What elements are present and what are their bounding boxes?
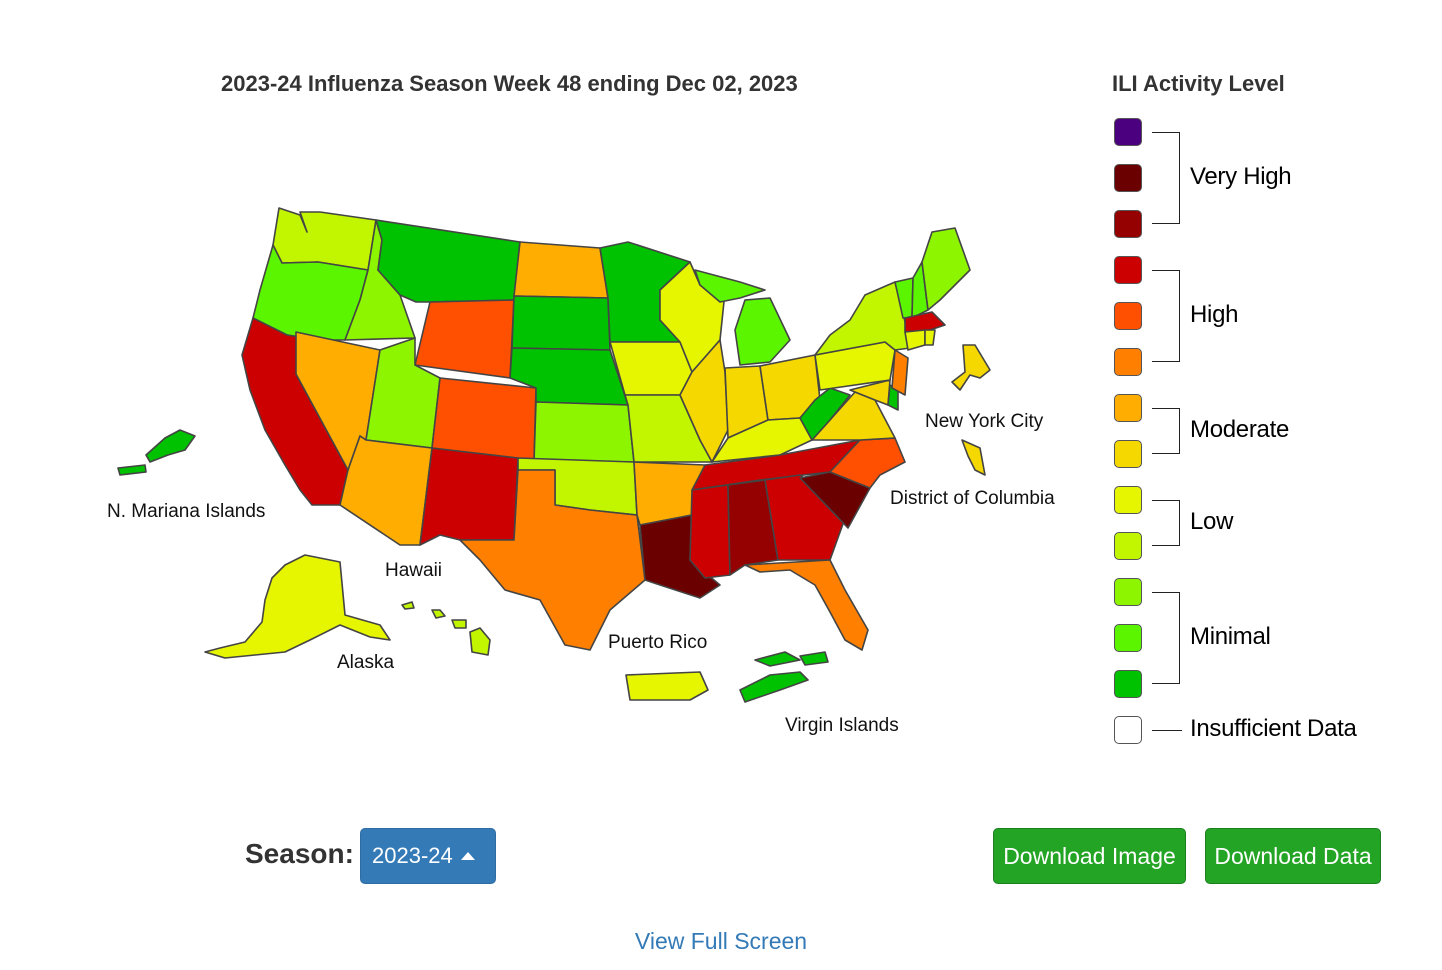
state-fl[interactable] <box>744 559 869 651</box>
legend-swatch-6 <box>1114 440 1142 468</box>
legend-swatch-4 <box>1114 532 1142 560</box>
season-select[interactable]: 2023-24 <box>360 828 496 884</box>
state-hi-4[interactable] <box>401 601 415 610</box>
state-nmi[interactable] <box>145 429 196 463</box>
state-wy[interactable] <box>414 299 515 379</box>
state-ms[interactable] <box>689 484 731 579</box>
state-al[interactable] <box>727 479 779 576</box>
legend-label-very-high: Very High <box>1190 163 1292 190</box>
state-ri[interactable] <box>924 329 936 346</box>
label-nyc: New York City <box>925 411 1044 432</box>
label-nmi: N. Mariana Islands <box>107 501 265 522</box>
map-title: 2023-24 Influenza Season Week 48 ending … <box>221 71 798 96</box>
label-virgin-islands: Virgin Islands <box>785 715 899 736</box>
state-hi[interactable] <box>469 627 491 656</box>
state-nj[interactable] <box>891 349 909 396</box>
state-mi[interactable] <box>734 297 791 366</box>
state-wa[interactable] <box>272 207 377 271</box>
legend-swatch-0 <box>1114 716 1142 744</box>
state-il[interactable] <box>679 339 729 463</box>
legend-swatch-2 <box>1114 624 1142 652</box>
label-dc: District of Columbia <box>890 488 1055 509</box>
legend-bracket-low <box>1152 500 1180 546</box>
season-select-value: 2023-24 <box>372 843 453 868</box>
legend-swatch-1 <box>1114 670 1142 698</box>
state-wv[interactable] <box>799 387 851 441</box>
state-me[interactable] <box>921 227 971 311</box>
state-sd[interactable] <box>511 295 611 351</box>
legend-swatch-9 <box>1114 302 1142 330</box>
legend-swatch-12 <box>1114 164 1142 192</box>
legend-swatch-8 <box>1114 348 1142 376</box>
legend-label-high: High <box>1190 301 1239 328</box>
state-ny[interactable] <box>814 281 911 356</box>
state-nyc[interactable] <box>951 344 991 391</box>
state-ma[interactable] <box>904 311 946 333</box>
legend-label-minimal: Minimal <box>1190 623 1271 650</box>
state-vi[interactable] <box>739 671 809 703</box>
legend-label-moderate: Moderate <box>1190 416 1289 443</box>
label-puerto-rico: Puerto Rico <box>608 632 707 653</box>
state-ak[interactable] <box>204 554 391 659</box>
state-nd[interactable] <box>513 241 609 299</box>
state-mt[interactable] <box>375 219 521 303</box>
state-tx[interactable] <box>459 469 646 651</box>
state-ct[interactable] <box>904 329 926 351</box>
state-hi-2[interactable] <box>431 609 446 619</box>
state-nm[interactable] <box>419 447 519 546</box>
caret-up-icon <box>460 852 475 860</box>
state-mi-up[interactable] <box>694 269 766 303</box>
state-pr[interactable] <box>625 671 709 701</box>
label-hawaii: Hawaii <box>385 560 442 581</box>
state-vi-2[interactable] <box>754 651 801 667</box>
legend-title: ILI Activity Level <box>1112 71 1285 96</box>
state-nmi-2[interactable] <box>117 464 147 476</box>
legend-swatch-13 <box>1114 118 1142 146</box>
legend-bracket-high <box>1152 270 1180 362</box>
label-alaska: Alaska <box>337 652 394 673</box>
state-dc[interactable] <box>961 439 986 476</box>
state-hi-3[interactable] <box>451 619 467 629</box>
state-vi-3[interactable] <box>799 651 829 666</box>
legend-label-insufficient: Insufficient Data <box>1190 715 1357 742</box>
legend-tick-insufficient <box>1152 730 1182 731</box>
legend-bracket-minimal <box>1152 592 1180 684</box>
state-az[interactable] <box>339 435 433 546</box>
legend-swatch-7 <box>1114 394 1142 422</box>
legend-label-low: Low <box>1190 508 1234 535</box>
download-image-button[interactable]: Download Image <box>993 828 1186 884</box>
legend-swatch-5 <box>1114 486 1142 514</box>
download-data-button[interactable]: Download Data <box>1205 828 1381 884</box>
view-full-screen-link[interactable]: View Full Screen <box>634 928 808 954</box>
legend-swatch-10 <box>1114 256 1142 284</box>
legend-bracket-very-high <box>1152 132 1180 224</box>
legend-bracket-moderate <box>1152 408 1180 454</box>
state-ks[interactable] <box>533 401 635 463</box>
state-md[interactable] <box>849 379 891 406</box>
season-label: Season: <box>245 838 354 869</box>
legend-swatch-11 <box>1114 210 1142 238</box>
legend-swatch-3 <box>1114 578 1142 606</box>
state-ia[interactable] <box>609 341 693 396</box>
